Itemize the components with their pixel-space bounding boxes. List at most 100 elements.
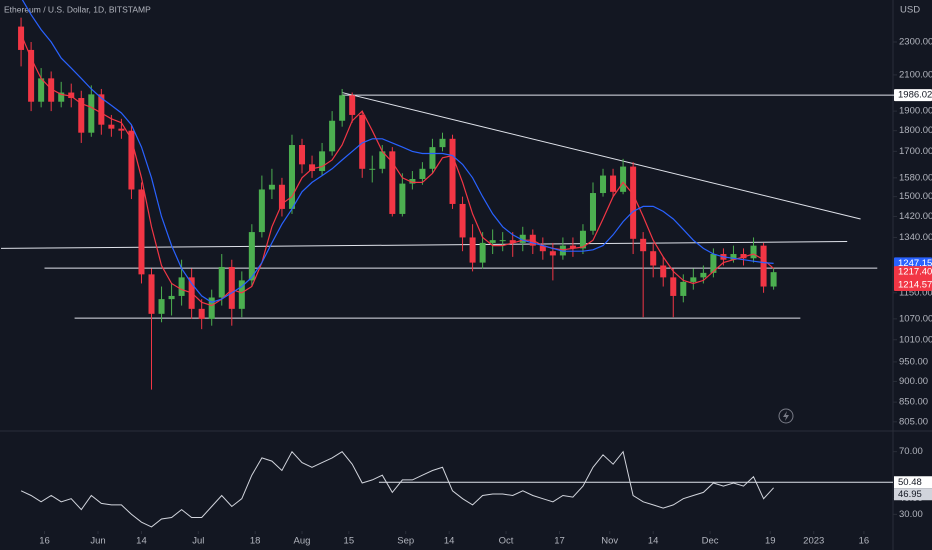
- y-tick-label: 1700.00: [899, 146, 932, 157]
- candle-body: [379, 151, 386, 169]
- rsi-line: [20, 450, 774, 528]
- x-tick-label: Nov: [601, 536, 618, 547]
- price-badge: [894, 89, 932, 102]
- candle-body: [369, 168, 376, 170]
- candle-body: [519, 234, 526, 243]
- y-tick-label: 1900.00: [899, 106, 932, 117]
- candle-body: [359, 114, 366, 169]
- y-tick-label: 1150.00: [899, 287, 932, 298]
- candle-body: [238, 280, 245, 309]
- rsi-level-badge: [894, 476, 932, 489]
- currency: USD: [900, 5, 920, 16]
- y-tick-label: 2300.00: [899, 37, 932, 48]
- candle-body: [569, 245, 576, 249]
- candle-body: [168, 295, 175, 300]
- x-tick-label: 19: [765, 536, 776, 547]
- x-tick-label: Jul: [192, 536, 204, 547]
- candle-body: [78, 98, 85, 133]
- price-badge: [894, 279, 932, 292]
- candle-body: [18, 26, 25, 50]
- x-tick-label: 16: [859, 536, 870, 547]
- candle-body: [148, 274, 155, 314]
- candle-body: [38, 78, 45, 102]
- trend-line: [342, 92, 861, 220]
- candle-body: [68, 92, 75, 99]
- x-tick-label: Oct: [499, 536, 514, 547]
- y-tick-label: 950.00: [899, 356, 928, 367]
- candle-body: [429, 147, 436, 169]
- y-tick-label: 850.00: [899, 397, 928, 408]
- y-tick-label: 1420.00: [899, 211, 932, 222]
- moving-average: [20, 33, 774, 307]
- moving-average: [21, 0, 774, 303]
- candle-body: [299, 145, 306, 165]
- candle-body: [258, 189, 265, 233]
- y-tick-label: 1010.00: [899, 334, 932, 345]
- candle-body: [309, 164, 316, 172]
- candle-body: [459, 203, 466, 238]
- candle-body: [329, 120, 336, 152]
- candle-body: [138, 189, 145, 275]
- candle-body: [218, 266, 225, 298]
- candle-body: [419, 168, 426, 179]
- candle-body: [389, 151, 396, 214]
- candle-body: [559, 245, 566, 256]
- y-tick-label: 900.00: [899, 376, 928, 387]
- candle-body: [630, 166, 637, 239]
- candle-body: [88, 94, 95, 133]
- candle-body: [740, 254, 747, 259]
- x-tick-label: Jun: [90, 536, 105, 547]
- candle-body: [760, 245, 767, 287]
- y-tick-label: 1070.00: [899, 313, 932, 324]
- candle-body: [319, 151, 326, 172]
- y-tick-label: 805.00: [899, 416, 928, 427]
- candle-body: [690, 277, 697, 282]
- candle-body: [349, 95, 356, 115]
- candle-body: [278, 184, 285, 209]
- candle-body: [248, 232, 255, 281]
- candle-body: [268, 184, 275, 190]
- candle-body: [128, 130, 135, 190]
- x-tick-label: 14: [136, 536, 147, 547]
- candle-body: [479, 242, 486, 263]
- candle-body: [610, 175, 617, 192]
- candle-body: [28, 49, 35, 102]
- candle-body: [48, 78, 55, 102]
- candle-body: [670, 277, 677, 296]
- candle-body: [700, 272, 707, 278]
- price-badge-label: 1217.40: [898, 267, 932, 278]
- candle-body: [650, 251, 657, 266]
- candle-body: [549, 251, 556, 256]
- candle-body: [439, 138, 446, 148]
- candle-body: [208, 297, 215, 319]
- candle-body: [770, 272, 777, 287]
- candle-body: [158, 299, 165, 314]
- alert-icon[interactable]: [778, 408, 794, 424]
- x-tick-label: 17: [554, 536, 565, 547]
- candle-body: [660, 265, 667, 278]
- candle-body: [539, 245, 546, 252]
- y-tick-label: 1580.00: [899, 172, 932, 183]
- y-tick-label: 1800.00: [899, 125, 932, 136]
- candle-body: [58, 92, 65, 102]
- candle-body: [640, 238, 647, 252]
- candle-body: [600, 175, 607, 194]
- candle-body: [288, 145, 295, 209]
- rsi-tick-label: 30.00: [899, 509, 923, 520]
- candle-body: [730, 254, 737, 260]
- candle-body: [680, 281, 687, 296]
- x-tick-label: 15: [344, 536, 355, 547]
- candle-body: [589, 193, 597, 231]
- rsi-current-label: 46.95: [898, 489, 922, 500]
- x-tick-label: 18: [250, 536, 261, 547]
- y-tick-label: 1500.00: [899, 191, 932, 202]
- rsi-level-label: 50.48: [898, 477, 922, 488]
- candle-body: [178, 277, 185, 296]
- candle-body: [98, 94, 105, 125]
- alert-icon-bolt: [783, 411, 789, 421]
- x-tick-label: Sep: [397, 536, 414, 547]
- candle-body: [499, 240, 506, 242]
- candle-body: [108, 124, 115, 129]
